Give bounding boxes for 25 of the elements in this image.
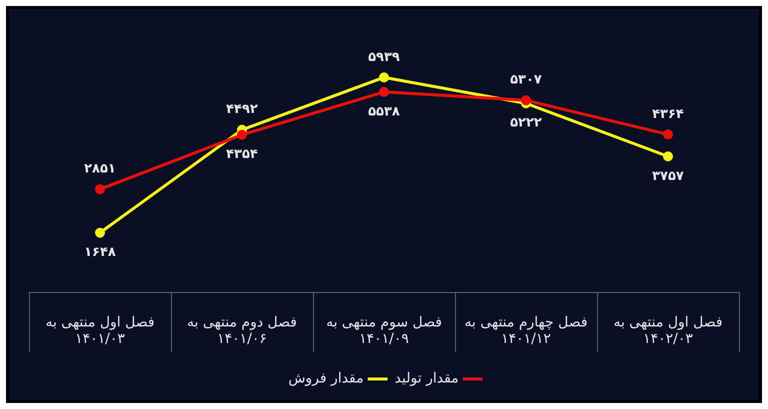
legend-label: مقدار تولید (394, 370, 459, 387)
x-tick-label: فصل اول منتهی به ۱۴۰۲/۰۳ (613, 314, 723, 348)
data-label: ۲۸۵۱ (84, 162, 116, 177)
data-label: ۵۲۲۲ (510, 116, 542, 131)
data-label: ۳۷۵۷ (652, 168, 684, 184)
point (663, 129, 673, 140)
data-label: ۵۳۰۷ (510, 72, 542, 88)
x-tick-label: فصل سوم منتهی به ۱۴۰۱/۰۹ (326, 314, 442, 348)
data-label: ۵۵۳۸ (368, 104, 400, 120)
legend-label: مقدار فروش (288, 370, 364, 387)
point (521, 95, 531, 106)
point (237, 130, 247, 140)
data-label: ۴۴۹۲ (226, 102, 258, 118)
x-tick-label: فصل دوم منتهی به ۱۴۰۱/۰۶ (187, 314, 297, 348)
data-label: ۴۳۵۴ (226, 147, 258, 162)
point (95, 184, 105, 194)
point (95, 228, 105, 238)
point (379, 72, 389, 82)
data-label: ۴۳۶۴ (652, 106, 684, 122)
data-label: ۵۹۳۹ (368, 50, 400, 65)
point (379, 86, 389, 97)
x-tick-label: فصل اول منتهی به ۱۴۰۱/۰۳ (45, 314, 155, 348)
point (663, 151, 673, 162)
data-label: ۱۶۴۸ (84, 245, 116, 260)
x-tick-label: فصل چهارم منتهی به ۱۴۰۱/۱۲ (464, 314, 588, 348)
